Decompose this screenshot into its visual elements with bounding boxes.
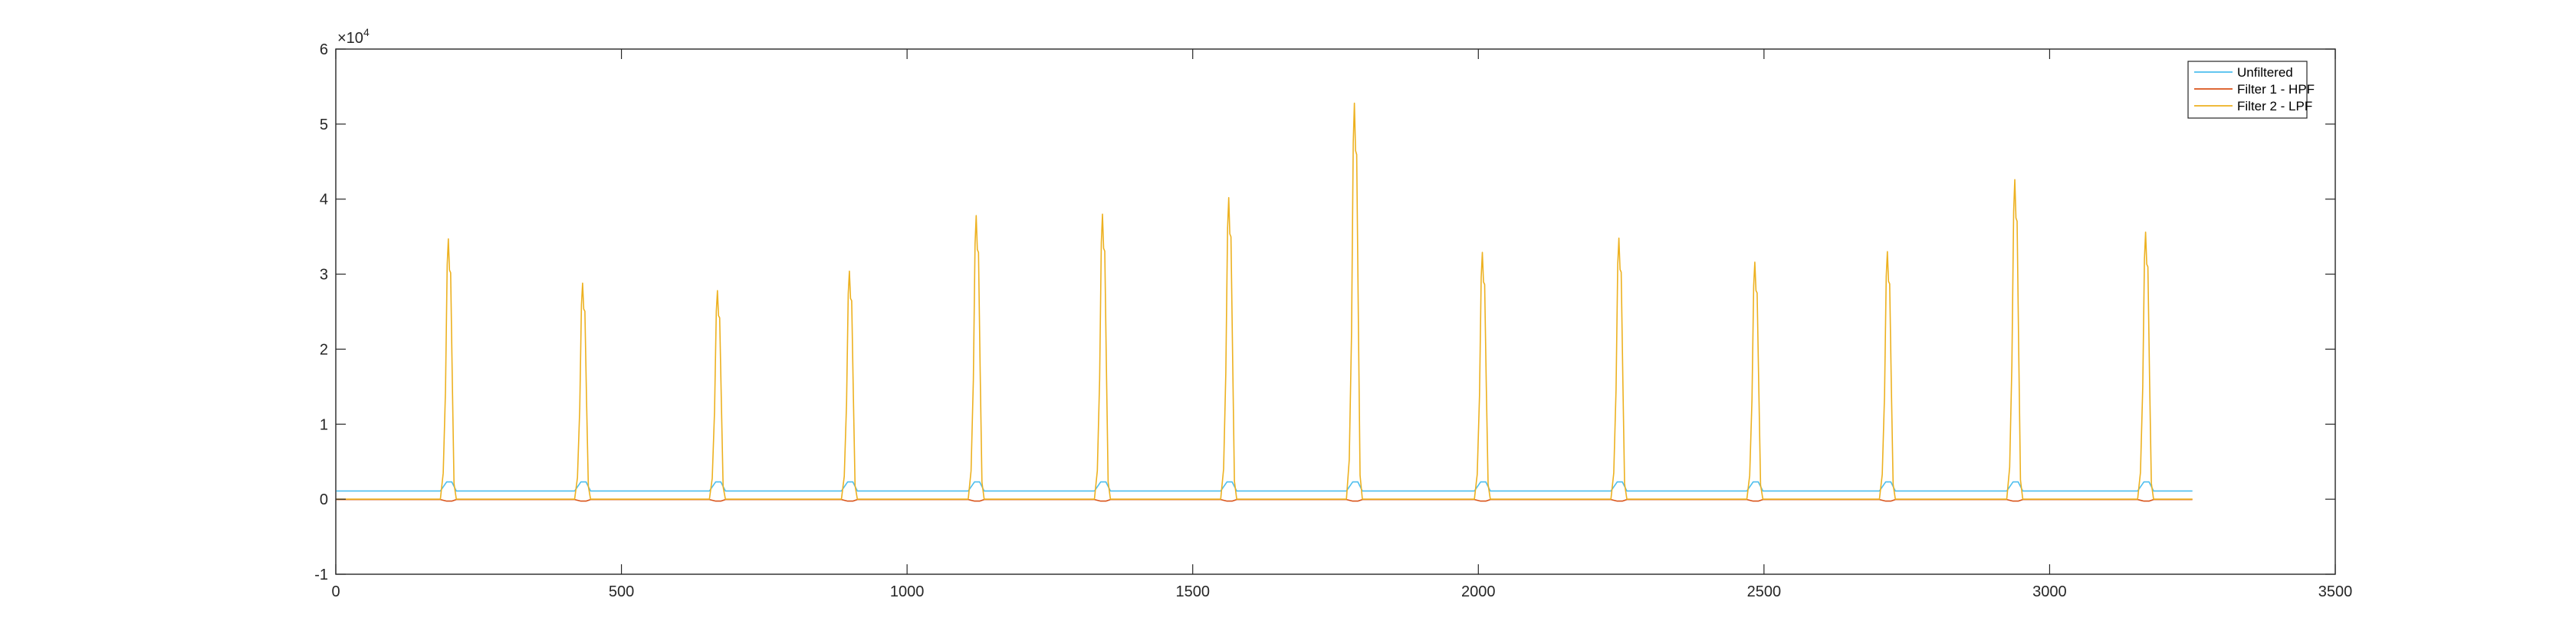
x-tick-label: 500 bbox=[609, 583, 634, 600]
y-tick-label: 4 bbox=[320, 192, 328, 209]
x-tick-label: 3500 bbox=[2318, 583, 2353, 600]
x-tick-label: 0 bbox=[331, 583, 340, 600]
y-tick-label: -1 bbox=[314, 567, 328, 583]
plot-area: 0 500 1000 1500 2000 2500 3000 3500-10123456×10… bbox=[314, 26, 2352, 600]
series-layer bbox=[336, 102, 2193, 502]
y-exponent-power: 4 bbox=[363, 26, 370, 38]
legend-label: Filter 2 - LPF bbox=[2237, 99, 2312, 113]
legend-label: Unfiltered bbox=[2237, 65, 2293, 80]
y-tick-label: 1 bbox=[320, 416, 328, 433]
x-tick-label: 3000 bbox=[2032, 583, 2067, 600]
x-tick-label: 2500 bbox=[1747, 583, 1782, 600]
y-tick-label: 5 bbox=[320, 117, 328, 133]
series-line-3 bbox=[336, 102, 2193, 500]
y-tick-label: 2 bbox=[320, 341, 328, 358]
y-tick-label: 3 bbox=[320, 267, 328, 284]
y-tick-label: 0 bbox=[320, 491, 328, 508]
legend-box bbox=[2187, 61, 2308, 119]
y-tick-label: 6 bbox=[320, 41, 328, 58]
y-exponent-label: ×104 bbox=[337, 26, 370, 47]
legend: Unfiltered Filter 1 - HPF Filter 2 - LPF bbox=[2187, 61, 2315, 119]
legend-label: Filter 1 - HPF bbox=[2237, 82, 2315, 97]
x-tick-label: 1000 bbox=[890, 583, 925, 600]
labels-layer: 0 500 1000 1500 2000 2500 3000 3500-10123456×10… bbox=[314, 26, 2352, 600]
axes-box bbox=[335, 48, 2336, 575]
y-exponent-base: ×10 bbox=[337, 30, 363, 47]
x-tick-label: 1500 bbox=[1175, 583, 1210, 600]
ticks-layer bbox=[335, 48, 2336, 575]
x-tick-label: 2000 bbox=[1461, 583, 1496, 600]
